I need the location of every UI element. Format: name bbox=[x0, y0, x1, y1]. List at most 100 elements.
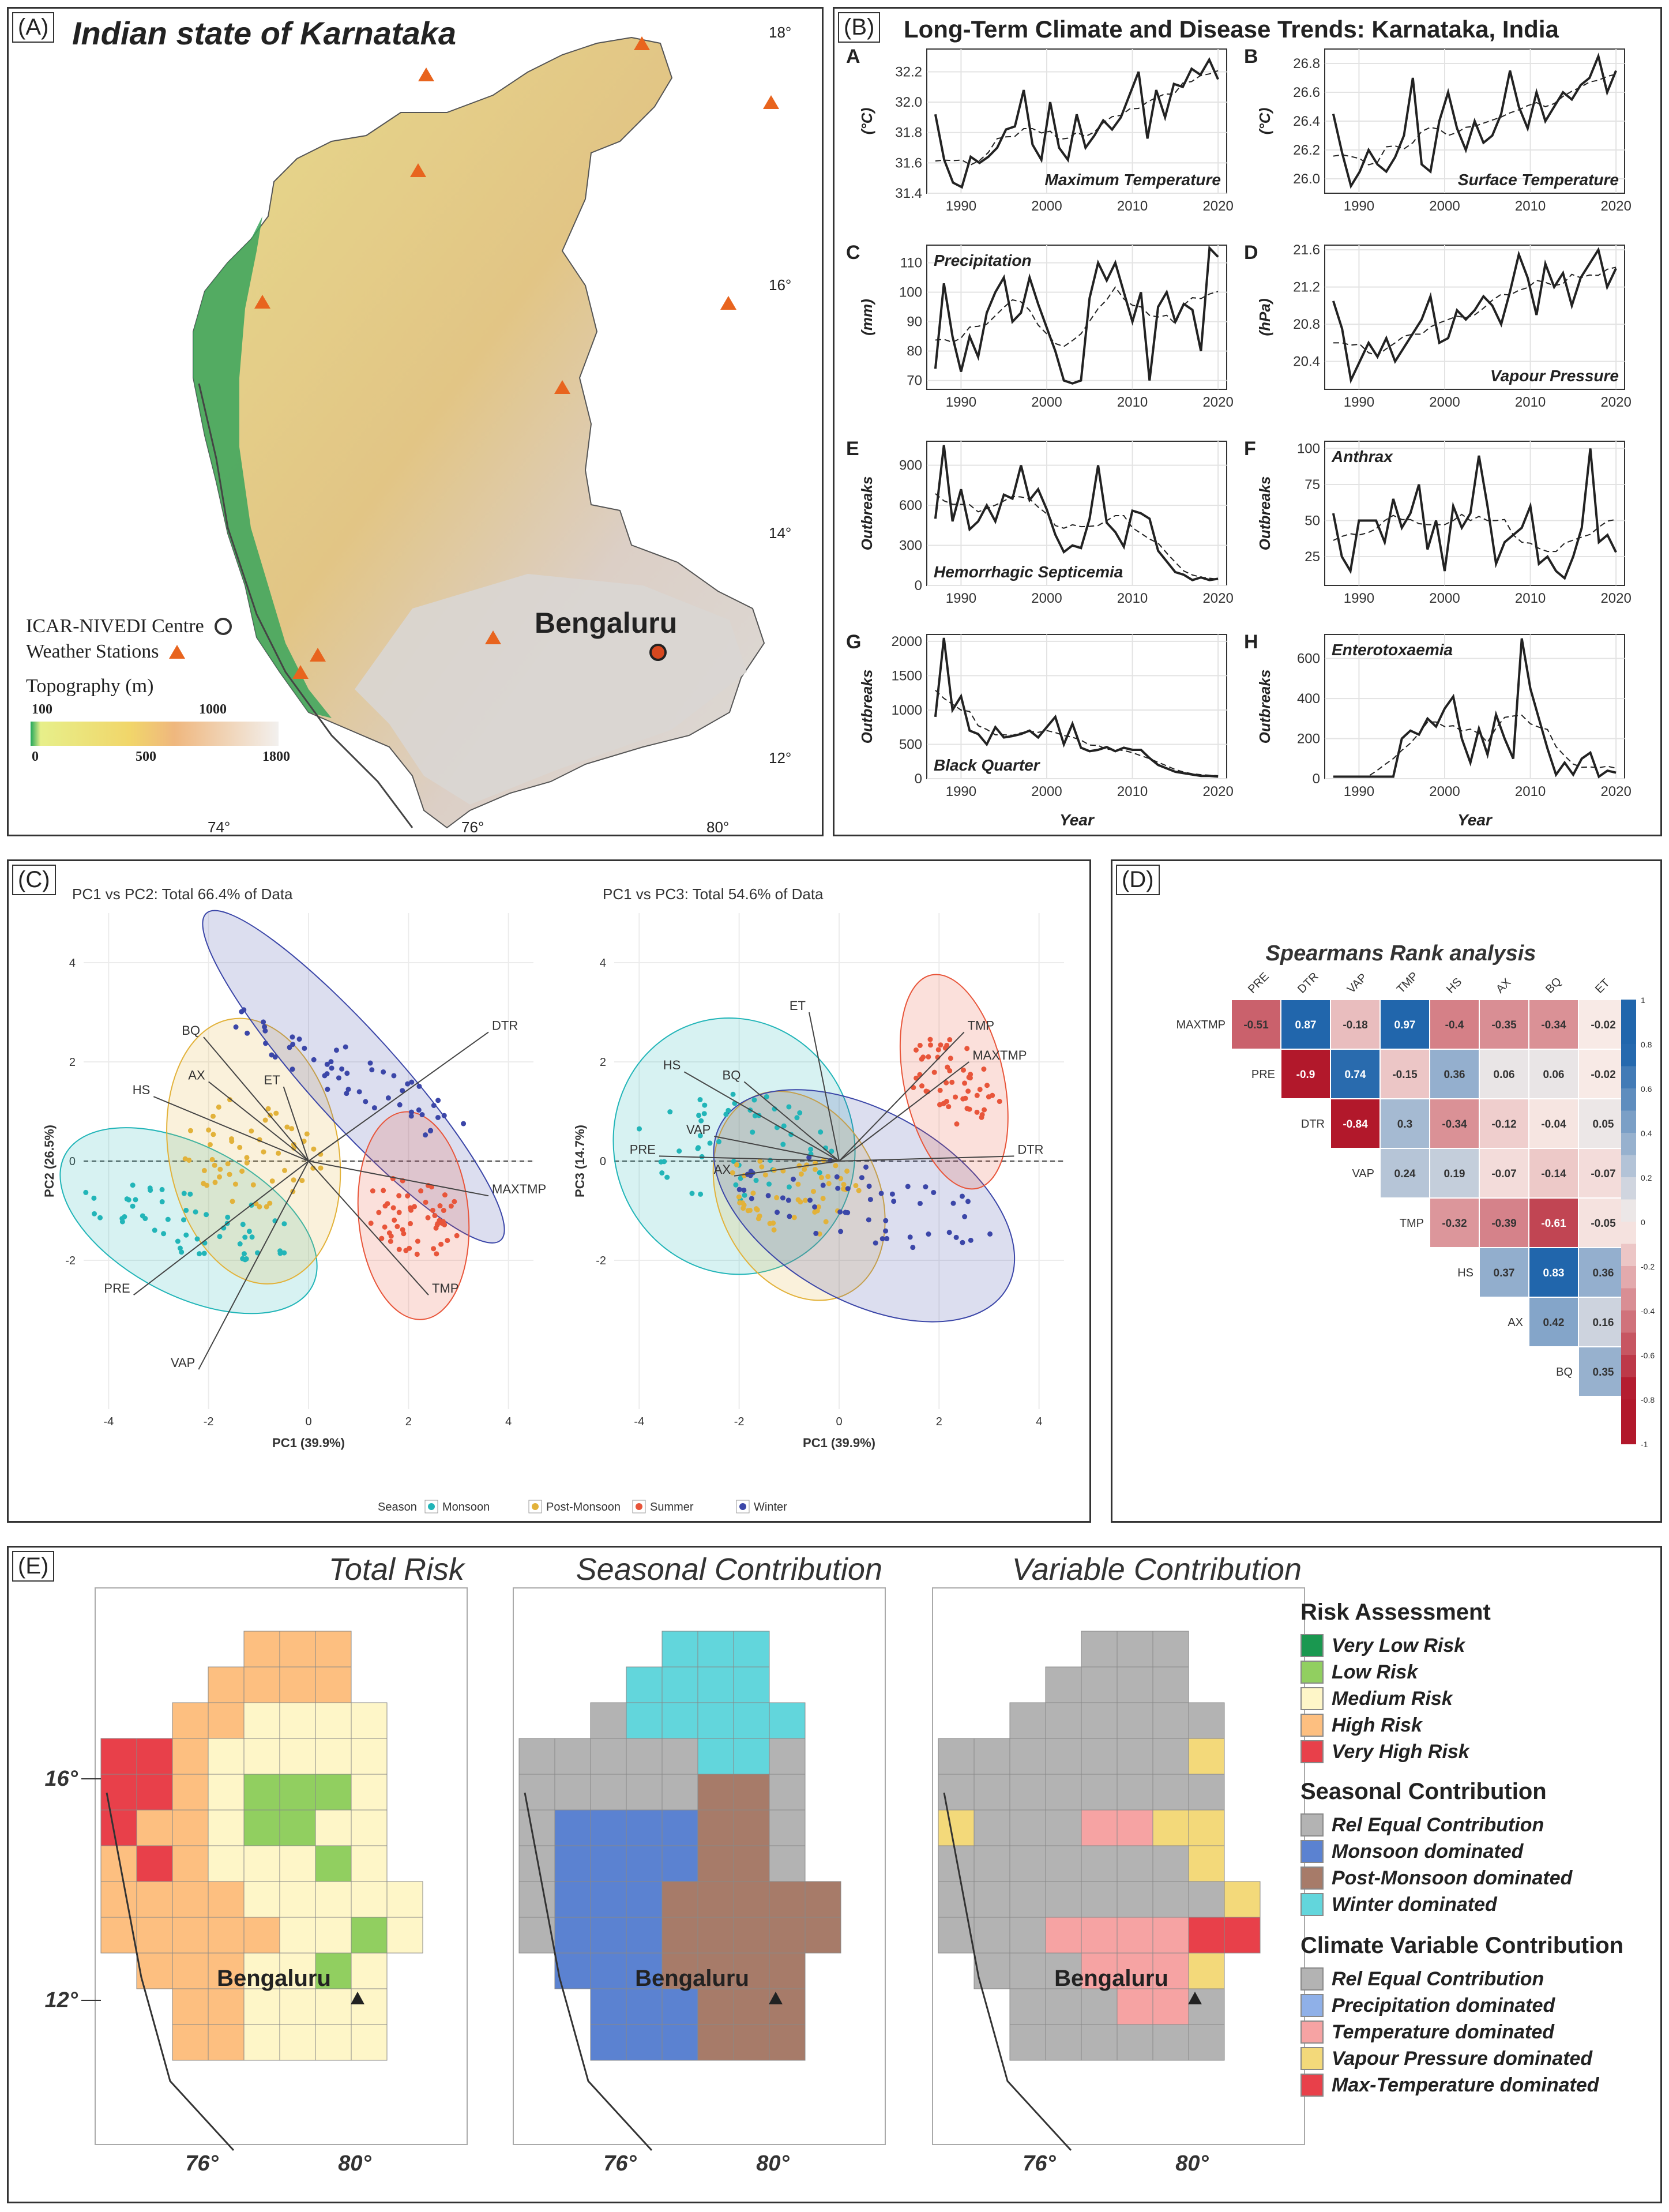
station-marker bbox=[720, 296, 736, 310]
pca-point bbox=[388, 1238, 393, 1244]
pca-point bbox=[130, 1182, 136, 1188]
pca-point bbox=[261, 1019, 266, 1025]
grid-cell bbox=[243, 1631, 280, 1668]
pca-point bbox=[731, 1158, 736, 1164]
pca-point bbox=[759, 1164, 765, 1170]
grid-cell bbox=[279, 2024, 316, 2061]
pca-point bbox=[249, 1234, 255, 1240]
y-tick-label: 50 bbox=[1305, 513, 1320, 529]
grid-cell bbox=[1152, 1774, 1189, 1811]
y-tick-label: 26.8 bbox=[1293, 56, 1320, 72]
grid-cell bbox=[1117, 1666, 1153, 1703]
grid-cell bbox=[315, 1702, 352, 1739]
x-tick-label: 2010 bbox=[1117, 198, 1148, 214]
grid-cell bbox=[626, 1774, 663, 1811]
grid-cell bbox=[172, 1738, 209, 1775]
corr-cell bbox=[1330, 1049, 1381, 1099]
grid-cell bbox=[1224, 1881, 1261, 1918]
pca-point bbox=[959, 1193, 965, 1199]
grid-cell bbox=[661, 1702, 698, 1739]
grid-cell bbox=[208, 1845, 245, 1882]
grid-cell bbox=[351, 1809, 388, 1846]
pca-point bbox=[826, 1181, 832, 1186]
grid-cell bbox=[733, 1917, 770, 1954]
pca-point bbox=[244, 1160, 250, 1166]
pca-point bbox=[396, 1246, 402, 1252]
legend-label: Very Low Risk bbox=[1332, 1634, 1465, 1657]
pca-point bbox=[194, 1236, 200, 1242]
x-tick-label: 1990 bbox=[946, 395, 976, 410]
x-tick-label: 2000 bbox=[1429, 198, 1460, 214]
grid-cell bbox=[805, 1881, 841, 1918]
pca-point bbox=[764, 1094, 769, 1100]
colorbar-segment bbox=[1621, 1399, 1636, 1422]
pca-point bbox=[92, 1211, 97, 1216]
pca-point bbox=[435, 1220, 441, 1226]
trend-line bbox=[935, 286, 1219, 347]
pca-point bbox=[923, 1184, 929, 1190]
pca-point bbox=[825, 1174, 831, 1180]
loading-vector bbox=[308, 1031, 489, 1162]
pca-point bbox=[210, 1113, 216, 1119]
pca-point bbox=[834, 1174, 840, 1180]
grid-cell bbox=[626, 1702, 663, 1739]
pca-point bbox=[438, 1241, 444, 1247]
grid-cell bbox=[243, 1952, 280, 1989]
pca-point bbox=[982, 1107, 987, 1113]
grid-cell bbox=[1152, 1881, 1189, 1918]
colorbar-segment bbox=[1621, 1288, 1636, 1311]
pca-point bbox=[433, 1225, 439, 1231]
x-tick-label: 2020 bbox=[1202, 395, 1233, 410]
pca-point bbox=[423, 1132, 428, 1138]
y-tick-label: 26.2 bbox=[1293, 142, 1320, 158]
grid-cell bbox=[697, 2024, 734, 2061]
pca-point bbox=[791, 1176, 796, 1182]
loading-vector bbox=[308, 1161, 429, 1295]
grid-cell bbox=[733, 1809, 770, 1846]
pca-point bbox=[802, 1197, 808, 1203]
pca-point bbox=[379, 1235, 385, 1241]
grid-cell bbox=[1081, 1666, 1118, 1703]
grid-cell bbox=[351, 1881, 388, 1918]
pca-point bbox=[83, 1189, 89, 1195]
legend-label: Rel Equal Contribution bbox=[1332, 1967, 1544, 1990]
grid-cell bbox=[208, 1881, 245, 1918]
pca-point bbox=[207, 1141, 213, 1147]
coastline bbox=[524, 1792, 653, 2151]
grid-cell bbox=[626, 1845, 663, 1882]
corr-cell bbox=[1280, 1049, 1331, 1099]
pca-point bbox=[997, 1099, 1002, 1105]
y-tick-label: 0 bbox=[69, 1155, 76, 1168]
grid-cell bbox=[590, 1702, 627, 1739]
colorbar-tick: 0.4 bbox=[1641, 1129, 1652, 1138]
vector-label: TMP bbox=[968, 1018, 994, 1032]
trend-subplot-a: 31.4 31.6 31.8 32.0 32.2 1990 2000 2010 2020 A (°C… bbox=[846, 46, 1234, 214]
pca-point bbox=[913, 1047, 919, 1053]
legend-swatch bbox=[1300, 1661, 1324, 1684]
grid-cell bbox=[1009, 1809, 1046, 1846]
y-axis-label: Outbreaks bbox=[858, 476, 875, 551]
pca-point bbox=[206, 1127, 212, 1133]
x-axis-label: Year bbox=[1457, 811, 1493, 829]
pca-point bbox=[810, 1189, 816, 1195]
colorbar-tick: 1 bbox=[1641, 996, 1645, 1005]
grid-cell bbox=[1117, 1881, 1153, 1918]
grid-cell bbox=[100, 1774, 137, 1811]
pca-point bbox=[797, 1110, 803, 1116]
corr-col-label: TMP bbox=[1394, 970, 1420, 996]
grid-cell bbox=[351, 2024, 388, 2061]
x-tick-label: 1990 bbox=[946, 198, 976, 214]
loading-vector bbox=[308, 1161, 489, 1197]
pca-point bbox=[217, 1174, 223, 1180]
pca-point bbox=[766, 1181, 772, 1187]
grid-cell bbox=[279, 1845, 316, 1882]
vector-label: TMP bbox=[432, 1281, 458, 1295]
grid-cell bbox=[351, 1917, 388, 1954]
pca-point bbox=[217, 1234, 223, 1240]
grid-cell bbox=[279, 1881, 316, 1918]
grid-cell bbox=[697, 1845, 734, 1882]
pca-point bbox=[124, 1196, 130, 1202]
pca-point bbox=[356, 1089, 362, 1095]
legend-label: Very High Risk bbox=[1332, 1740, 1469, 1763]
y-axis-label: PC3 (14.7%) bbox=[573, 1125, 587, 1197]
